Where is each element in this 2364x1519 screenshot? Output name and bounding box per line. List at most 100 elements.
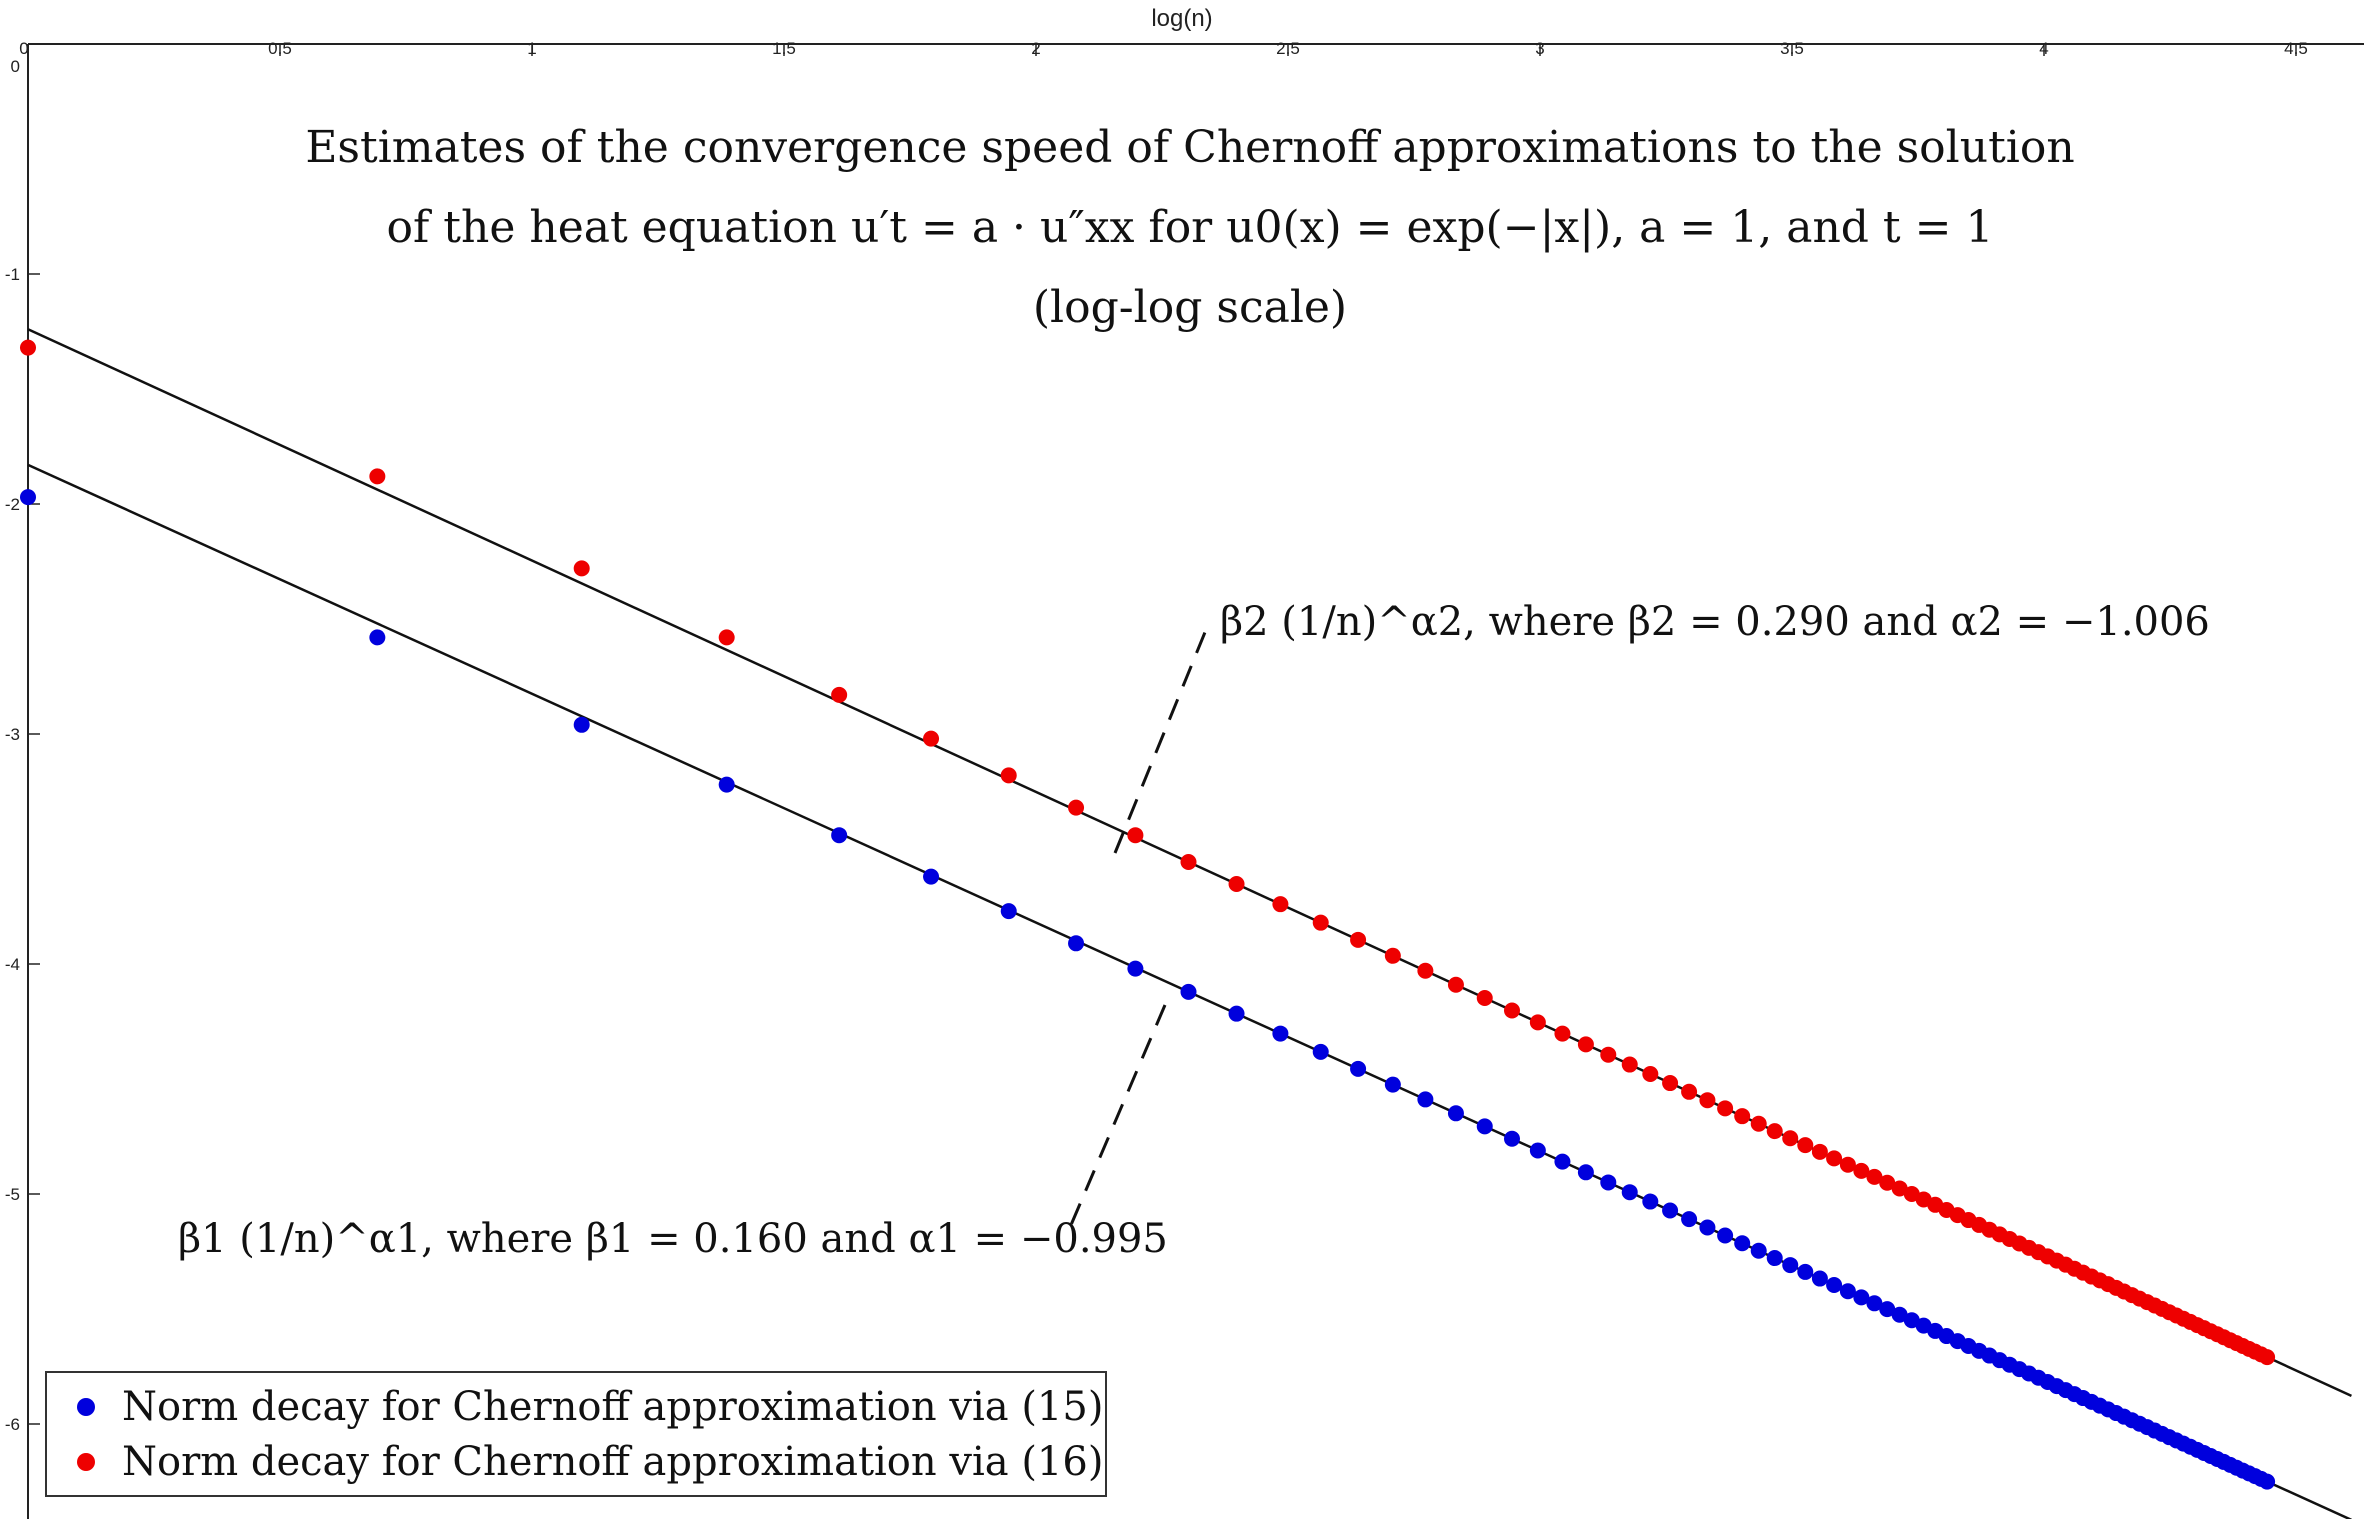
point-series-2 bbox=[1554, 1025, 1571, 1042]
point-series-2 bbox=[1750, 1115, 1767, 1132]
chart-title-line-2: of the heat equation u′t = a · u″xx for … bbox=[387, 202, 1994, 253]
point-series-2 bbox=[1782, 1130, 1799, 1147]
point-series-1 bbox=[1662, 1202, 1679, 1219]
point-series-2 bbox=[573, 560, 590, 577]
point-series-2 bbox=[1853, 1162, 1870, 1179]
y-tick-label: 0 bbox=[11, 57, 20, 76]
point-series-1 bbox=[1600, 1174, 1617, 1191]
point-series-1 bbox=[1782, 1257, 1799, 1274]
point-series-1 bbox=[1891, 1306, 1908, 1323]
data-points bbox=[20, 339, 2276, 1490]
x-tick-label: 0.5 bbox=[268, 39, 292, 58]
point-series-1 bbox=[1681, 1211, 1698, 1228]
point-series-1 bbox=[1312, 1043, 1329, 1060]
point-series-1 bbox=[1642, 1193, 1659, 1210]
point-series-1 bbox=[1127, 960, 1144, 977]
point-series-2 bbox=[1180, 853, 1197, 870]
legend-marker-series-1 bbox=[77, 1398, 95, 1416]
point-series-2 bbox=[1068, 799, 1085, 816]
point-series-2 bbox=[1811, 1143, 1828, 1160]
point-series-1 bbox=[1717, 1227, 1734, 1244]
chart-title-line-3: (log-log scale) bbox=[1033, 282, 1347, 333]
point-series-2 bbox=[1866, 1168, 1883, 1185]
point-series-2 bbox=[1699, 1092, 1716, 1109]
point-series-2 bbox=[1642, 1065, 1659, 1082]
point-series-1 bbox=[1180, 983, 1197, 1000]
point-series-2 bbox=[1272, 896, 1289, 913]
point-series-1 bbox=[1577, 1164, 1594, 1181]
x-tick-label: 0 bbox=[19, 39, 28, 58]
point-series-2 bbox=[1600, 1046, 1617, 1063]
point-series-2 bbox=[1228, 876, 1245, 893]
x-tick-label: 4 bbox=[2039, 39, 2048, 58]
point-series-1 bbox=[369, 629, 386, 646]
legend: Norm decay for Chernoff approximation vi… bbox=[45, 1371, 1107, 1497]
point-series-2 bbox=[831, 686, 848, 703]
y-tick-label: -4 bbox=[5, 955, 20, 974]
point-series-2 bbox=[1662, 1075, 1679, 1092]
point-series-1 bbox=[573, 716, 590, 733]
point-series-2 bbox=[1476, 989, 1493, 1006]
point-series-1 bbox=[1000, 903, 1017, 920]
fit-lines bbox=[27, 328, 2352, 1519]
point-series-1 bbox=[1734, 1235, 1751, 1252]
point-series-1 bbox=[1766, 1250, 1783, 1267]
point-series-2 bbox=[1891, 1180, 1908, 1197]
point-series-2 bbox=[923, 730, 940, 747]
point-series-2 bbox=[1879, 1174, 1896, 1191]
point-series-1 bbox=[923, 868, 940, 885]
point-series-1 bbox=[1554, 1153, 1571, 1170]
point-series-2 bbox=[1447, 976, 1464, 993]
point-series-2 bbox=[1839, 1156, 1856, 1173]
point-series-1 bbox=[831, 827, 848, 844]
point-series-2 bbox=[369, 468, 386, 485]
legend-label-series-1: Norm decay for Chernoff approximation vi… bbox=[122, 1384, 1103, 1430]
point-series-2 bbox=[1621, 1056, 1638, 1073]
point-series-1 bbox=[1811, 1270, 1828, 1287]
point-series-2 bbox=[1681, 1083, 1698, 1100]
point-series-2 bbox=[1127, 827, 1144, 844]
point-series-2 bbox=[2259, 1349, 2276, 1366]
y-tick-label: -2 bbox=[5, 495, 20, 514]
point-series-1 bbox=[718, 776, 735, 793]
legend-marker-series-2 bbox=[77, 1453, 95, 1471]
point-series-1 bbox=[1866, 1295, 1883, 1312]
point-series-1 bbox=[1839, 1283, 1856, 1300]
point-series-2 bbox=[1717, 1100, 1734, 1117]
point-series-2 bbox=[1577, 1036, 1594, 1053]
y-tick-label: -3 bbox=[5, 725, 20, 744]
point-series-2 bbox=[1529, 1014, 1546, 1031]
point-series-2 bbox=[1384, 947, 1401, 964]
point-series-1 bbox=[1529, 1142, 1546, 1159]
x-tick-label: 3.5 bbox=[1780, 39, 1804, 58]
y-tick-label: -1 bbox=[5, 265, 20, 284]
y-tick-label: -5 bbox=[5, 1185, 20, 1204]
x-tick-label: 3 bbox=[1535, 39, 1544, 58]
x-tick-label: 4.5 bbox=[2284, 39, 2308, 58]
point-series-1 bbox=[1621, 1184, 1638, 1201]
point-series-2 bbox=[1826, 1150, 1843, 1167]
point-series-1 bbox=[1272, 1025, 1289, 1042]
legend-label-series-2: Norm decay for Chernoff approximation vi… bbox=[122, 1439, 1103, 1485]
point-series-1 bbox=[1476, 1118, 1493, 1135]
x-tick-label: 1.5 bbox=[772, 39, 796, 58]
x-ticks: 0 0.5 1 1.5 2 2.5 3 3.5 4 4.5 bbox=[19, 39, 2308, 58]
x-axis-label: log(n) bbox=[1151, 5, 1212, 32]
point-series-1 bbox=[1068, 935, 1085, 952]
x-tick-label: 2.5 bbox=[1276, 39, 1300, 58]
point-series-1 bbox=[1826, 1276, 1843, 1293]
point-series-1 bbox=[1750, 1242, 1767, 1259]
annotation-leader-fit2 bbox=[1113, 619, 1212, 854]
chart-title-line-1: Estimates of the convergence speed of Ch… bbox=[305, 122, 2074, 173]
point-series-1 bbox=[1503, 1130, 1520, 1147]
annotation-fit2: β2 (1/n)^α2, where β2 = 0.290 and α2 = −… bbox=[1220, 599, 2210, 645]
x-tick-label: 1 bbox=[527, 39, 536, 58]
point-series-1 bbox=[1699, 1219, 1716, 1236]
point-series-2 bbox=[1350, 931, 1367, 948]
annotation-fit1: β1 (1/n)^α1, where β1 = 0.160 and α1 = −… bbox=[178, 1216, 1168, 1262]
point-series-2 bbox=[1734, 1108, 1751, 1125]
point-series-1 bbox=[2259, 1473, 2276, 1490]
point-series-1 bbox=[1797, 1263, 1814, 1280]
legend-box bbox=[45, 1371, 1107, 1497]
